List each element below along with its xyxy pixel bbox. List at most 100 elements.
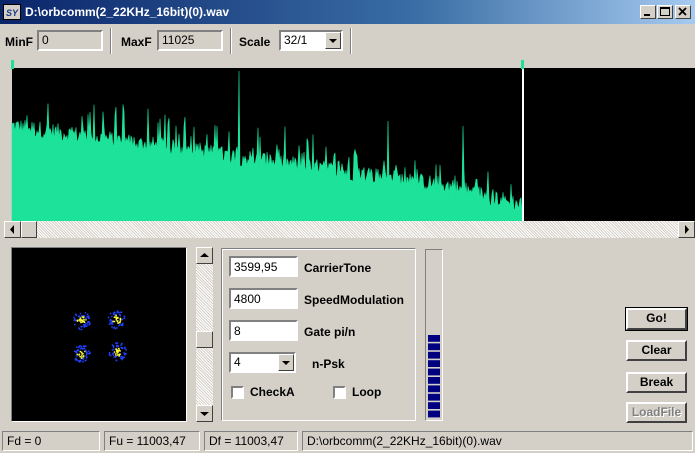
constellation-point	[86, 351, 88, 353]
constellation-point	[75, 359, 77, 361]
constellation-point	[117, 320, 119, 322]
checka-checkbox[interactable]	[231, 386, 244, 399]
constellation-point	[79, 361, 81, 363]
loadfile-button[interactable]: LoadFile	[626, 402, 687, 423]
constellation-point	[119, 353, 121, 355]
constellation-point	[77, 349, 80, 352]
toolbar-divider	[350, 28, 352, 54]
constellation-point	[83, 318, 85, 321]
scroll-down-button[interactable]	[196, 405, 213, 422]
constellation-point	[77, 360, 80, 362]
window-title: D:\orbcomm(2_22KHz_16bit)(0).wav	[25, 5, 230, 19]
arrow-right-icon	[685, 225, 689, 234]
constellation-point	[86, 313, 89, 316]
constellation-point	[113, 326, 116, 329]
toolbar-divider	[230, 28, 232, 54]
constellation-frame	[11, 247, 187, 422]
constellation-point	[115, 348, 117, 350]
level-meter-segment	[428, 377, 440, 384]
constellation-point	[77, 348, 79, 351]
constellation-point	[108, 352, 111, 354]
constellation-point	[114, 356, 116, 359]
maxf-field[interactable]: 11025	[157, 30, 223, 51]
level-meter-segment	[428, 385, 440, 393]
constellation-point	[88, 324, 91, 326]
constellation-point	[88, 320, 90, 323]
go-button[interactable]: Go!	[625, 307, 688, 331]
constellation-point	[75, 350, 78, 353]
constellation-point	[112, 345, 115, 347]
vertical-scroll-thumb[interactable]	[196, 331, 213, 348]
scroll-left-button[interactable]	[4, 221, 21, 238]
constellation-point	[81, 316, 84, 318]
constellation-point	[82, 358, 84, 361]
n-psk-dropdown-button[interactable]	[278, 354, 294, 371]
constellation-point	[117, 322, 119, 324]
level-meter-segment	[428, 393, 440, 401]
constellation-point	[81, 347, 83, 350]
constellation-point	[84, 349, 87, 351]
minf-field[interactable]: 0	[37, 30, 103, 51]
spectrum-display[interactable]	[4, 58, 695, 221]
constellation-point	[125, 353, 127, 355]
scale-dropdown-button[interactable]	[325, 32, 341, 49]
constellation-point	[114, 327, 117, 330]
constellation-point	[113, 316, 116, 318]
constellation-point	[112, 312, 115, 314]
carrier-tone-input[interactable]: 3599,95	[229, 256, 298, 277]
constellation-point	[120, 311, 122, 314]
arrow-left-icon	[10, 225, 14, 234]
constellation-point	[80, 357, 83, 359]
vertical-scrollbar[interactable]	[196, 247, 213, 422]
clear-button[interactable]: Clear	[626, 340, 687, 361]
constellation-point	[110, 354, 112, 357]
constellation-point	[115, 355, 118, 358]
scale-select[interactable]: 32/1	[279, 30, 343, 51]
constellation-point	[89, 323, 91, 325]
parameters-panel: 3599,95 CarrierTone 4800 SpeedModulation…	[221, 248, 416, 421]
scroll-thumb[interactable]	[21, 221, 37, 238]
constellation-point	[124, 353, 126, 356]
constellation-point	[73, 318, 76, 320]
speed-modulation-input[interactable]: 4800	[229, 288, 298, 309]
constellation-point	[113, 320, 116, 323]
constellation-point	[84, 324, 86, 326]
constellation-point	[118, 355, 120, 357]
constellation-point	[73, 319, 75, 321]
loop-label: Loop	[352, 385, 382, 399]
status-file: D:\orbcomm(2_22KHz_16bit)(0).wav	[302, 431, 693, 451]
maximize-button[interactable]	[657, 5, 673, 19]
constellation-point	[119, 350, 121, 352]
constellation-point	[108, 354, 111, 356]
constellation-cluster	[108, 342, 127, 362]
constellation-point	[85, 355, 87, 357]
constellation-point	[111, 315, 113, 318]
spectrum-trace	[11, 70, 523, 221]
scroll-up-button[interactable]	[196, 247, 213, 264]
title-bar: SY D:\orbcomm(2_22KHz_16bit)(0).wav	[0, 0, 695, 24]
checka-label: CheckA	[250, 385, 295, 399]
constellation-point	[112, 346, 115, 348]
constellation-point	[78, 319, 80, 321]
constellation-point	[116, 342, 118, 345]
constellation-point	[119, 314, 121, 316]
loop-checkbox[interactable]	[333, 386, 346, 399]
chevron-down-icon	[282, 361, 290, 365]
scale-label: Scale	[239, 35, 271, 49]
close-icon	[678, 7, 687, 16]
constellation-point	[121, 318, 123, 321]
minimize-button[interactable]	[640, 5, 656, 19]
constellation-point	[88, 322, 91, 324]
close-button[interactable]	[675, 5, 691, 19]
spectrum-frame	[4, 58, 695, 221]
constellation-point	[85, 359, 87, 361]
constellation-point	[110, 322, 113, 324]
status-df: Df = 11003,47	[204, 431, 298, 451]
break-button[interactable]: Break	[626, 372, 687, 393]
gate-input[interactable]: 8	[229, 320, 298, 341]
constellation-point	[86, 325, 88, 327]
horizontal-scrollbar[interactable]	[4, 221, 695, 238]
constellation-point	[107, 316, 110, 319]
scroll-right-button[interactable]	[678, 221, 695, 238]
n-psk-select[interactable]: 4	[229, 352, 296, 373]
